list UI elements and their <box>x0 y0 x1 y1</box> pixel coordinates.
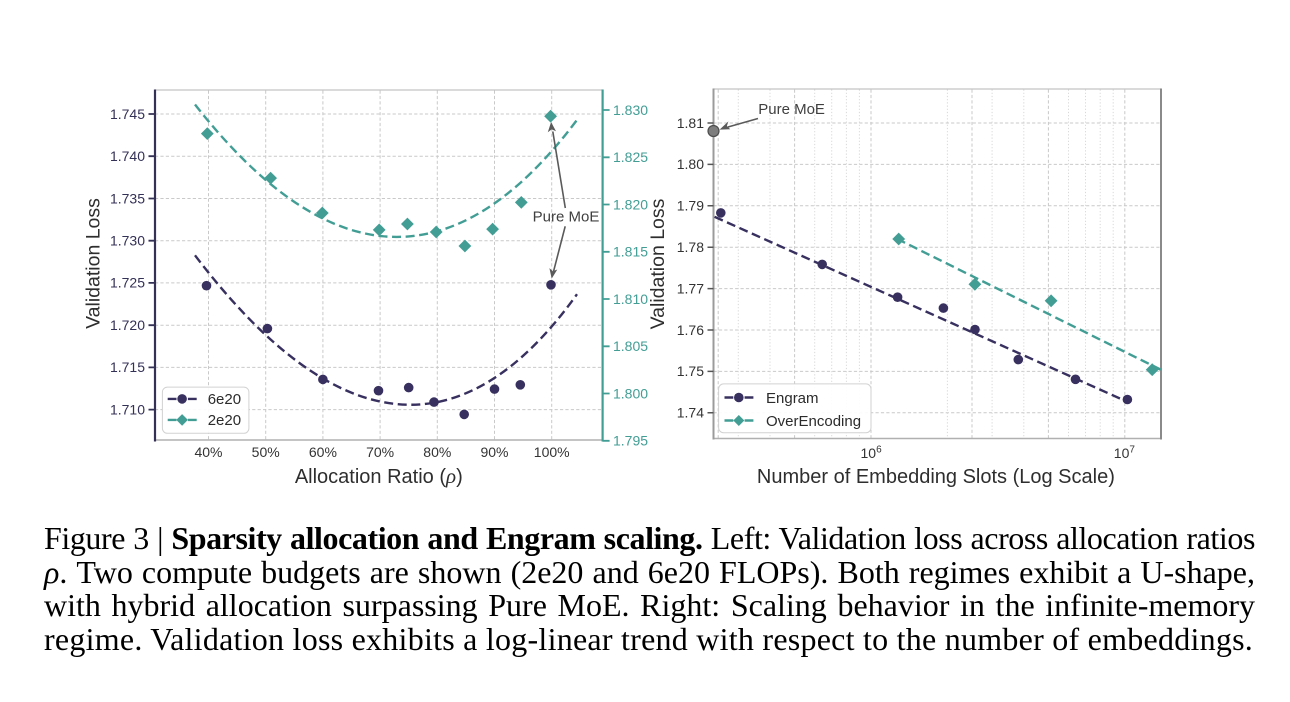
svg-text:1.740: 1.740 <box>110 148 145 164</box>
svg-text:1.80: 1.80 <box>677 156 704 172</box>
svg-text:70%: 70% <box>366 444 394 460</box>
svg-text:1.715: 1.715 <box>110 359 145 375</box>
svg-text:1.825: 1.825 <box>613 149 648 165</box>
svg-text:90%: 90% <box>480 444 508 460</box>
svg-text:1.725: 1.725 <box>110 275 145 291</box>
svg-text:2e20: 2e20 <box>208 412 241 429</box>
svg-text:Pure MoE: Pure MoE <box>533 209 600 226</box>
svg-text:40%: 40% <box>194 444 222 460</box>
svg-text:1.76: 1.76 <box>677 322 704 338</box>
svg-text:1.75: 1.75 <box>677 363 704 379</box>
svg-text:1.78: 1.78 <box>677 239 704 255</box>
svg-text:1.805: 1.805 <box>613 338 648 354</box>
svg-text:1.74: 1.74 <box>677 405 704 421</box>
svg-text:1.730: 1.730 <box>110 233 145 249</box>
svg-text:OverEncoding: OverEncoding <box>766 413 861 430</box>
svg-text:Number of Embedding Slots (Log: Number of Embedding Slots (Log Scale) <box>757 466 1115 488</box>
svg-text:1.800: 1.800 <box>613 385 648 401</box>
svg-text:1.810: 1.810 <box>613 291 648 307</box>
svg-text:107: 107 <box>1114 445 1136 462</box>
svg-text:50%: 50% <box>252 444 280 460</box>
svg-text:Allocation Ratio (ρ): Allocation Ratio (ρ) <box>295 464 463 488</box>
svg-text:1.815: 1.815 <box>613 244 648 260</box>
svg-text:80%: 80% <box>423 444 451 460</box>
svg-text:Validation Loss: Validation Loss <box>647 198 669 329</box>
svg-text:1.745: 1.745 <box>110 106 145 122</box>
svg-text:60%: 60% <box>309 444 337 460</box>
svg-text:6e20: 6e20 <box>208 391 241 408</box>
svg-text:1.795: 1.795 <box>613 433 648 449</box>
svg-text:1.735: 1.735 <box>110 190 145 206</box>
svg-text:1.77: 1.77 <box>677 280 704 296</box>
svg-text:Pure MoE: Pure MoE <box>758 101 825 118</box>
svg-text:100%: 100% <box>534 444 570 460</box>
svg-text:1.710: 1.710 <box>110 401 145 417</box>
svg-text:1.830: 1.830 <box>613 102 648 118</box>
svg-text:Validation Loss: Validation Loss <box>83 198 105 329</box>
svg-text:106: 106 <box>861 445 883 462</box>
svg-text:1.720: 1.720 <box>110 317 145 333</box>
svg-text:1.79: 1.79 <box>677 198 704 214</box>
svg-text:1.81: 1.81 <box>677 115 704 131</box>
svg-text:1.820: 1.820 <box>613 196 648 212</box>
svg-text:Engram: Engram <box>766 390 819 407</box>
